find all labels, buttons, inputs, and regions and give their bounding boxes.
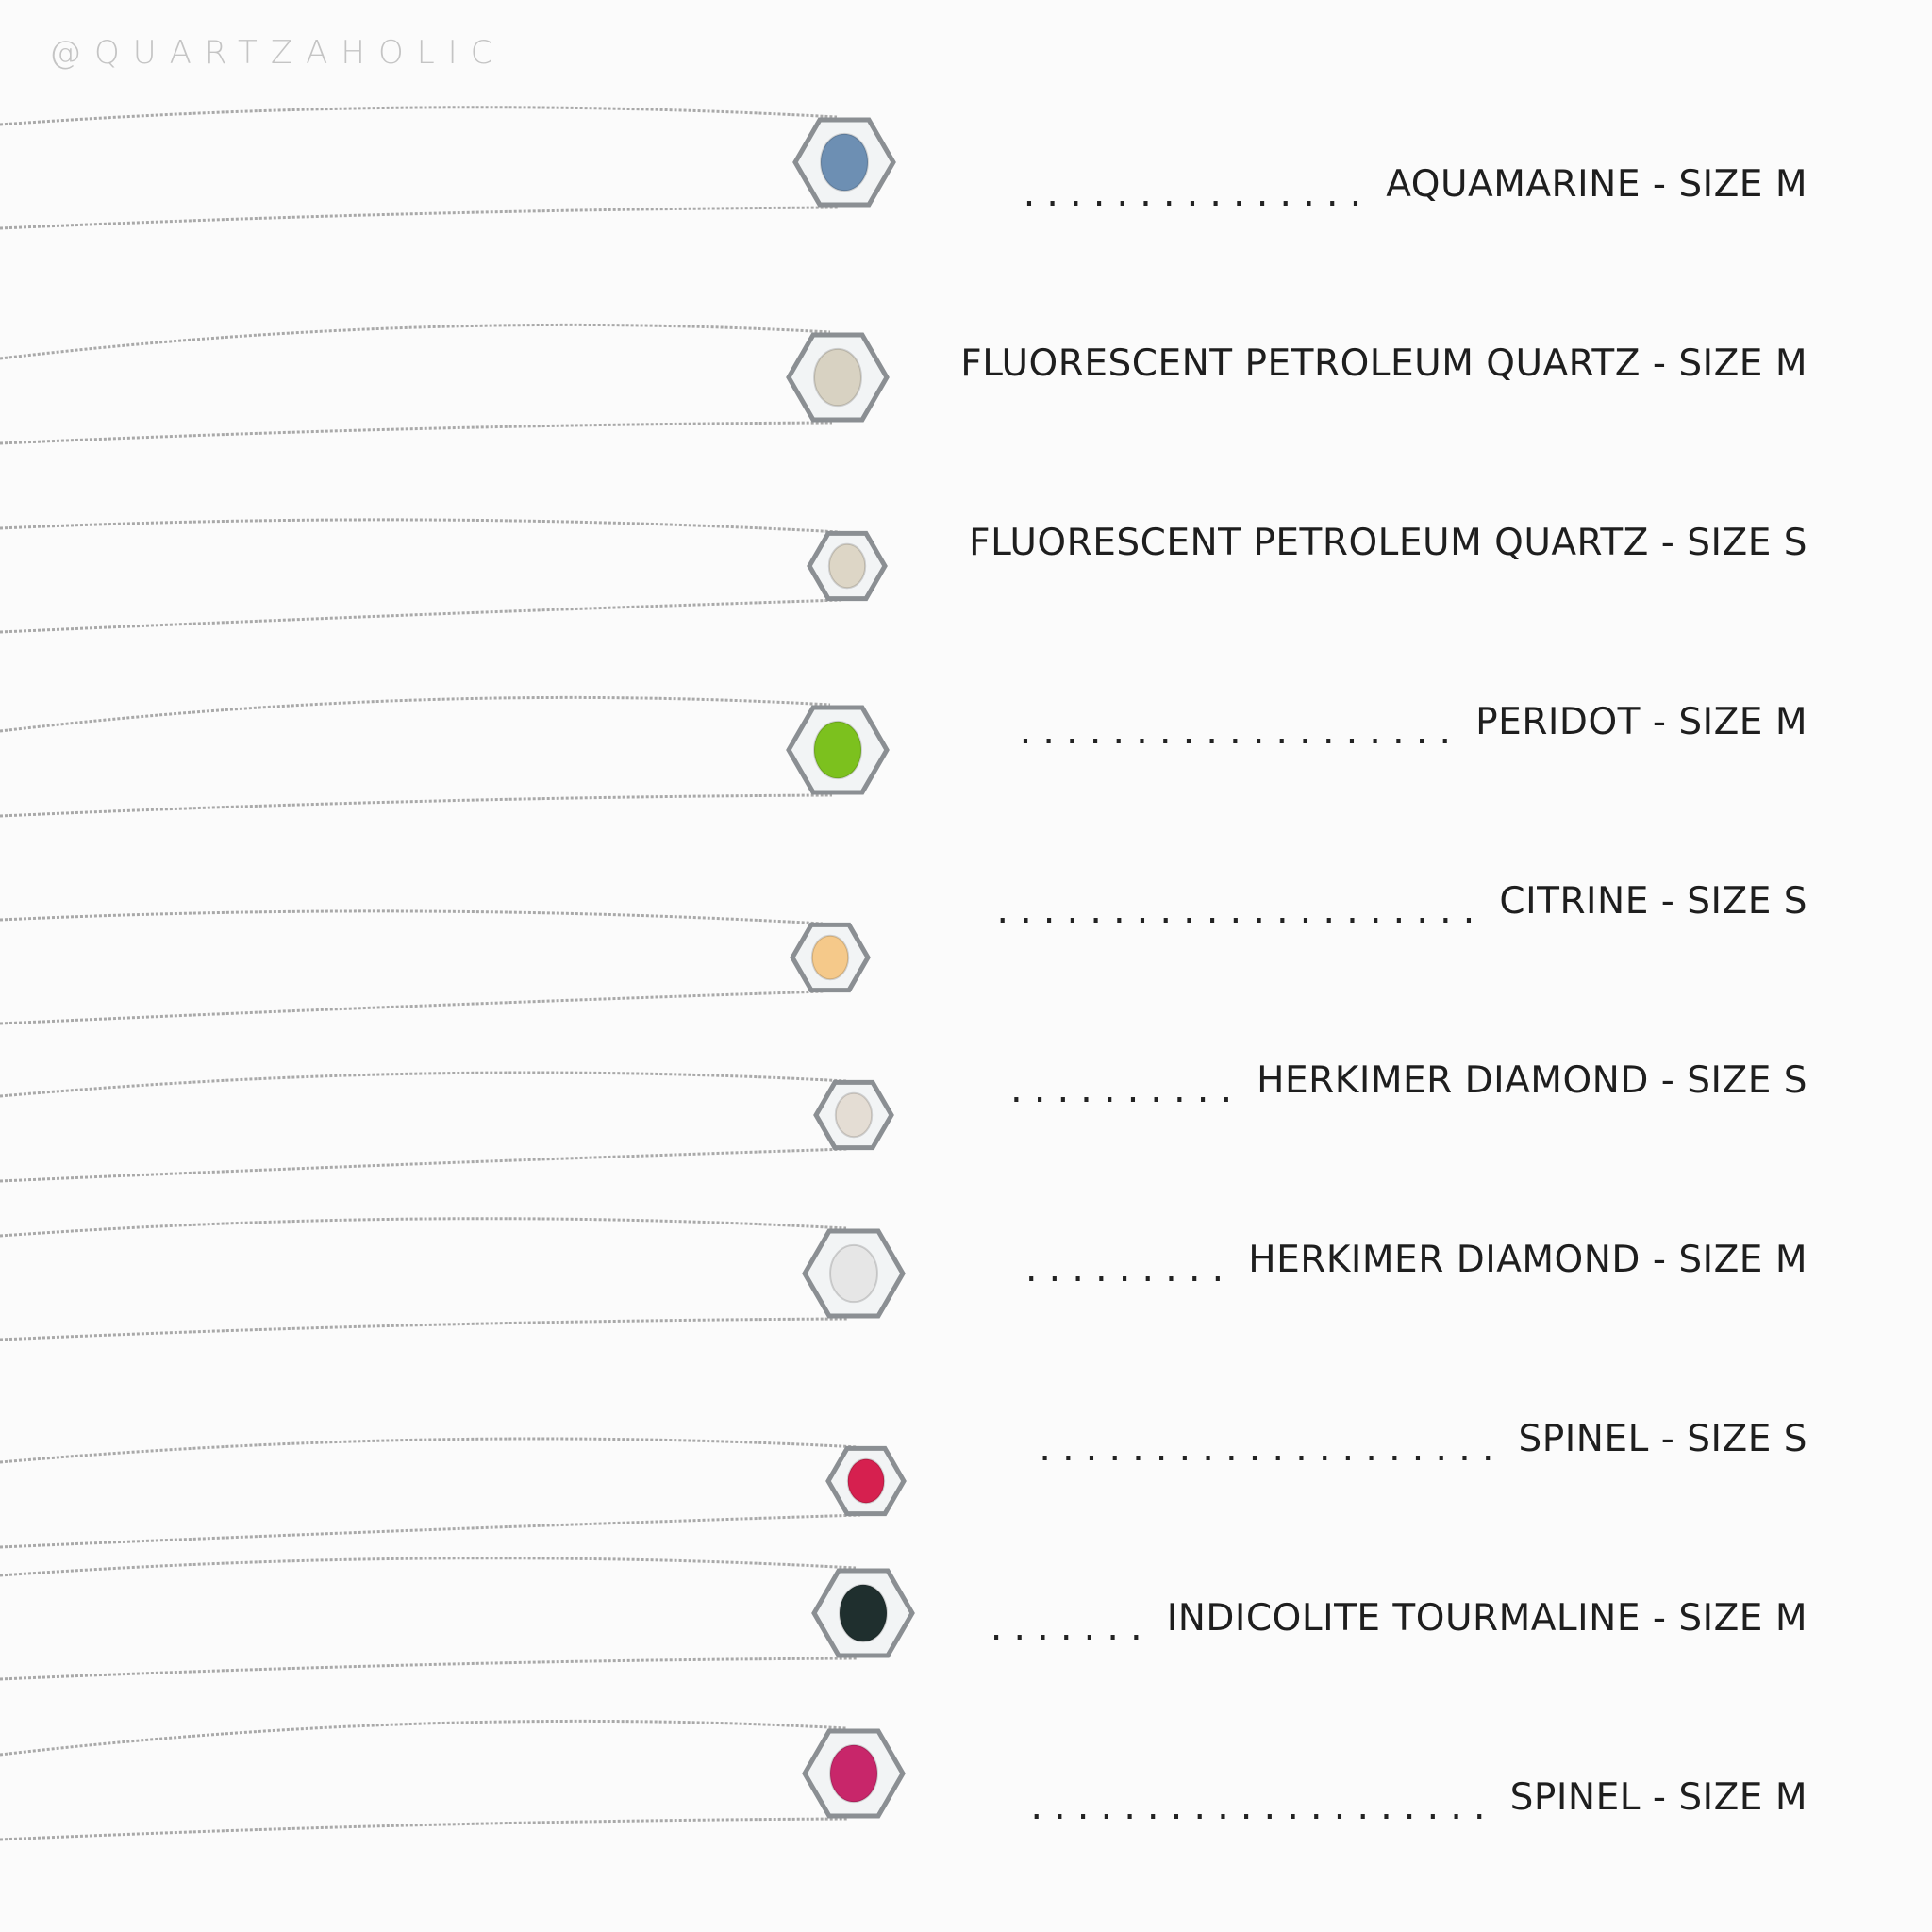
chain-upper (0, 106, 838, 126)
chain-lower (0, 206, 840, 230)
necklace-5 (0, 909, 871, 1025)
label-row: FLUORESCENT PETROLEUM QUARTZ - SIZE M (960, 335, 1807, 391)
label-row: FLUORESCENT PETROLEUM QUARTZ - SIZE S (969, 514, 1807, 571)
chain-upper (0, 1071, 847, 1098)
dot-leader: ................... (1019, 709, 1463, 753)
dot-leader: .................... (1039, 1426, 1506, 1470)
label-row: ....... INDICOLITE TOURMALINE - SIZE M (990, 1590, 1807, 1650)
label-row: ..................... CITRINE - SIZE S (996, 873, 1807, 933)
necklace-label: AQUAMARINE - SIZE M (1386, 162, 1807, 206)
chain-upper (0, 1719, 847, 1757)
necklace-10 (0, 1719, 906, 1841)
dot-leader: .......... (1010, 1068, 1244, 1111)
chain-upper (0, 695, 831, 733)
necklace-7 (0, 1217, 906, 1341)
gemstone (829, 1743, 878, 1804)
chain-upper (0, 1437, 859, 1464)
necklace-label: SPINEL - SIZE M (1509, 1775, 1807, 1819)
chain-lower (0, 1817, 849, 1841)
necklace-6 (0, 1071, 894, 1183)
chain-lower (0, 421, 833, 445)
chain-upper (0, 518, 841, 534)
gemstone (846, 1457, 886, 1505)
necklace-label: FLUORESCENT PETROLEUM QUARTZ - SIZE S (969, 521, 1807, 564)
chain-upper (0, 909, 824, 925)
chain-lower (0, 1147, 849, 1183)
necklace-label: CITRINE - SIZE S (1499, 879, 1807, 923)
gemstone (829, 1243, 878, 1304)
dot-leader: ....... (990, 1606, 1154, 1649)
gemstone (839, 1583, 888, 1643)
label-row: ................... PERIDOT - SIZE M (1019, 693, 1807, 754)
gemstone (813, 347, 862, 408)
dot-leader: ............... (1023, 172, 1374, 215)
chain-lower (0, 1317, 849, 1341)
dot-leader: ..................... (996, 889, 1487, 932)
chain-lower (0, 990, 825, 1025)
necklace-label: INDICOLITE TOURMALINE - SIZE M (1166, 1596, 1807, 1640)
chain-upper (0, 1217, 847, 1238)
necklace-8 (0, 1437, 907, 1549)
label-row: ............... AQUAMARINE - SIZE M (1023, 156, 1807, 216)
label-row: .................... SPINEL - SIZE S (1039, 1410, 1807, 1471)
necklace-1 (0, 106, 896, 230)
brand-watermark: @QUARTZAHOLIC (49, 34, 507, 72)
chain-upper (0, 323, 831, 360)
chain-lower (0, 1513, 861, 1549)
gemstone (810, 934, 850, 981)
necklace-label: PERIDOT - SIZE M (1475, 700, 1807, 743)
label-row: .................... SPINEL - SIZE M (1030, 1769, 1807, 1829)
necklace-2 (0, 323, 890, 445)
necklace-label: HERKIMER DIAMOND - SIZE M (1248, 1238, 1807, 1281)
necklace-4 (0, 695, 890, 818)
necklace-label: SPINEL - SIZE S (1518, 1417, 1807, 1460)
dot-leader: ......... (1024, 1247, 1236, 1291)
gemstone (827, 542, 867, 590)
chain-lower (0, 793, 833, 818)
gemstone (834, 1091, 874, 1139)
necklace-label: FLUORESCENT PETROLEUM QUARTZ - SIZE M (960, 341, 1807, 385)
label-row: ......... HERKIMER DIAMOND - SIZE M (1024, 1231, 1807, 1291)
necklace-9 (0, 1557, 915, 1681)
necklace-label: HERKIMER DIAMOND - SIZE S (1257, 1058, 1807, 1102)
chain-upper (0, 1557, 857, 1577)
label-row: .......... HERKIMER DIAMOND - SIZE S (1010, 1052, 1807, 1112)
chain-lower (0, 598, 842, 634)
dot-leader: .................... (1030, 1785, 1497, 1828)
gemstone (813, 720, 862, 780)
necklace-3 (0, 518, 888, 634)
gemstone (820, 132, 869, 192)
chain-lower (0, 1657, 858, 1681)
